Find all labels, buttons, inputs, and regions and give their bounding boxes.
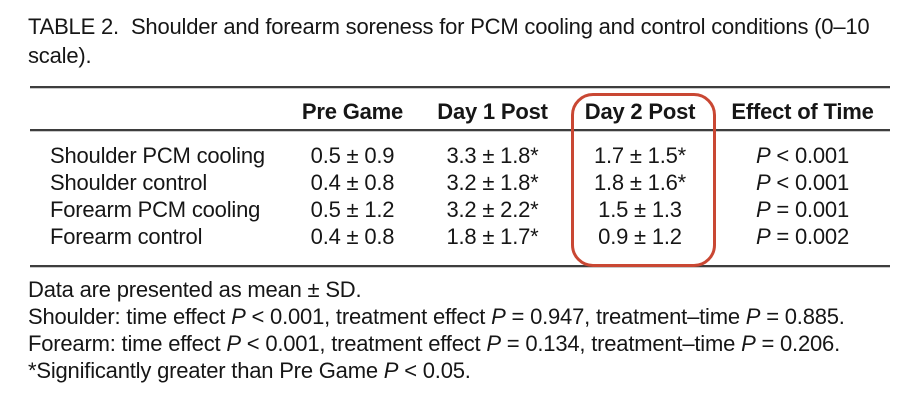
value-cell: 0.5 ± 0.9: [310, 142, 395, 168]
table-footnotes: Data are presented as mean ± SD. Shoulder…: [28, 276, 888, 384]
table-row: Forearm PCM cooling 0.5 ± 1.2 3.2 ± 2.2* 1.…: [30, 196, 890, 223]
row-label: Shoulder control: [50, 169, 208, 195]
header-bottom-rule: [30, 129, 890, 131]
table-row: Shoulder PCM cooling 0.5 ± 0.9 3.3 ± 1.8* 1…: [30, 130, 890, 169]
table-bottom-rule: [30, 265, 890, 267]
value-cell: 1.7 ± 1.5*: [593, 142, 687, 168]
value-cell: 0.4 ± 0.8: [310, 169, 395, 195]
value-cell: 1.8 ± 1.6*: [593, 169, 687, 195]
column-header-day1-post: Day 1 Post: [437, 99, 548, 124]
effect-of-time-cell: P = 0.001: [755, 196, 849, 222]
value-cell: 3.2 ± 2.2*: [446, 196, 539, 222]
soreness-table: Pre Game Day 1 Post Day 2 Post Effect of…: [30, 94, 890, 250]
column-header-day2-post: Day 2 Post: [584, 99, 696, 124]
table-row: Forearm control 0.4 ± 0.8 1.8 ± 1.7* 0.9 ± …: [30, 223, 890, 250]
effect-of-time-cell: P < 0.001: [755, 169, 849, 195]
value-cell: 0.9 ± 1.2: [598, 223, 682, 249]
caption-text: Shoulder and forearm soreness for PCM co…: [28, 14, 870, 68]
value-cell: 0.4 ± 0.8: [310, 223, 395, 249]
footnote-line: Data are presented as mean ± SD.: [28, 277, 362, 302]
header-row: Pre Game Day 1 Post Day 2 Post Effect of…: [30, 94, 890, 130]
table-caption: TABLE 2. Shoulder and forearm soreness fo…: [28, 12, 884, 70]
footnote-line: Shoulder: time effect P < 0.001, treatme…: [28, 304, 845, 329]
table-row: Shoulder control 0.4 ± 0.8 3.2 ± 1.8* 1.8 ±…: [30, 169, 890, 196]
value-cell: 0.5 ± 1.2: [310, 196, 395, 222]
effect-of-time-cell: P = 0.002: [755, 223, 849, 249]
column-header-effect-of-time: Effect of Time: [731, 99, 874, 124]
day2-post-highlight-annotation: [571, 93, 716, 267]
row-label: Forearm PCM cooling: [50, 196, 261, 222]
table-top-rule: [30, 86, 890, 88]
value-cell: 3.2 ± 1.8*: [446, 169, 539, 195]
value-cell: 1.8 ± 1.7*: [446, 223, 539, 249]
footnote-line: Forearm: time effect P < 0.001, treatmen…: [28, 331, 840, 356]
table-number: TABLE 2.: [28, 14, 119, 39]
effect-of-time-cell: P < 0.001: [755, 142, 849, 168]
value-cell: 3.3 ± 1.8*: [446, 142, 539, 168]
row-label: Shoulder PCM cooling: [50, 142, 265, 168]
footnote-line: *Significantly greater than Pre Game P <…: [28, 358, 471, 383]
row-label: Forearm control: [50, 223, 203, 249]
column-header-empty: [30, 94, 285, 130]
table-body: Shoulder PCM cooling 0.5 ± 0.9 3.3 ± 1.8* 1…: [30, 130, 890, 250]
column-header-pre-game: Pre Game: [301, 99, 404, 124]
value-cell: 1.5 ± 1.3: [598, 196, 682, 222]
